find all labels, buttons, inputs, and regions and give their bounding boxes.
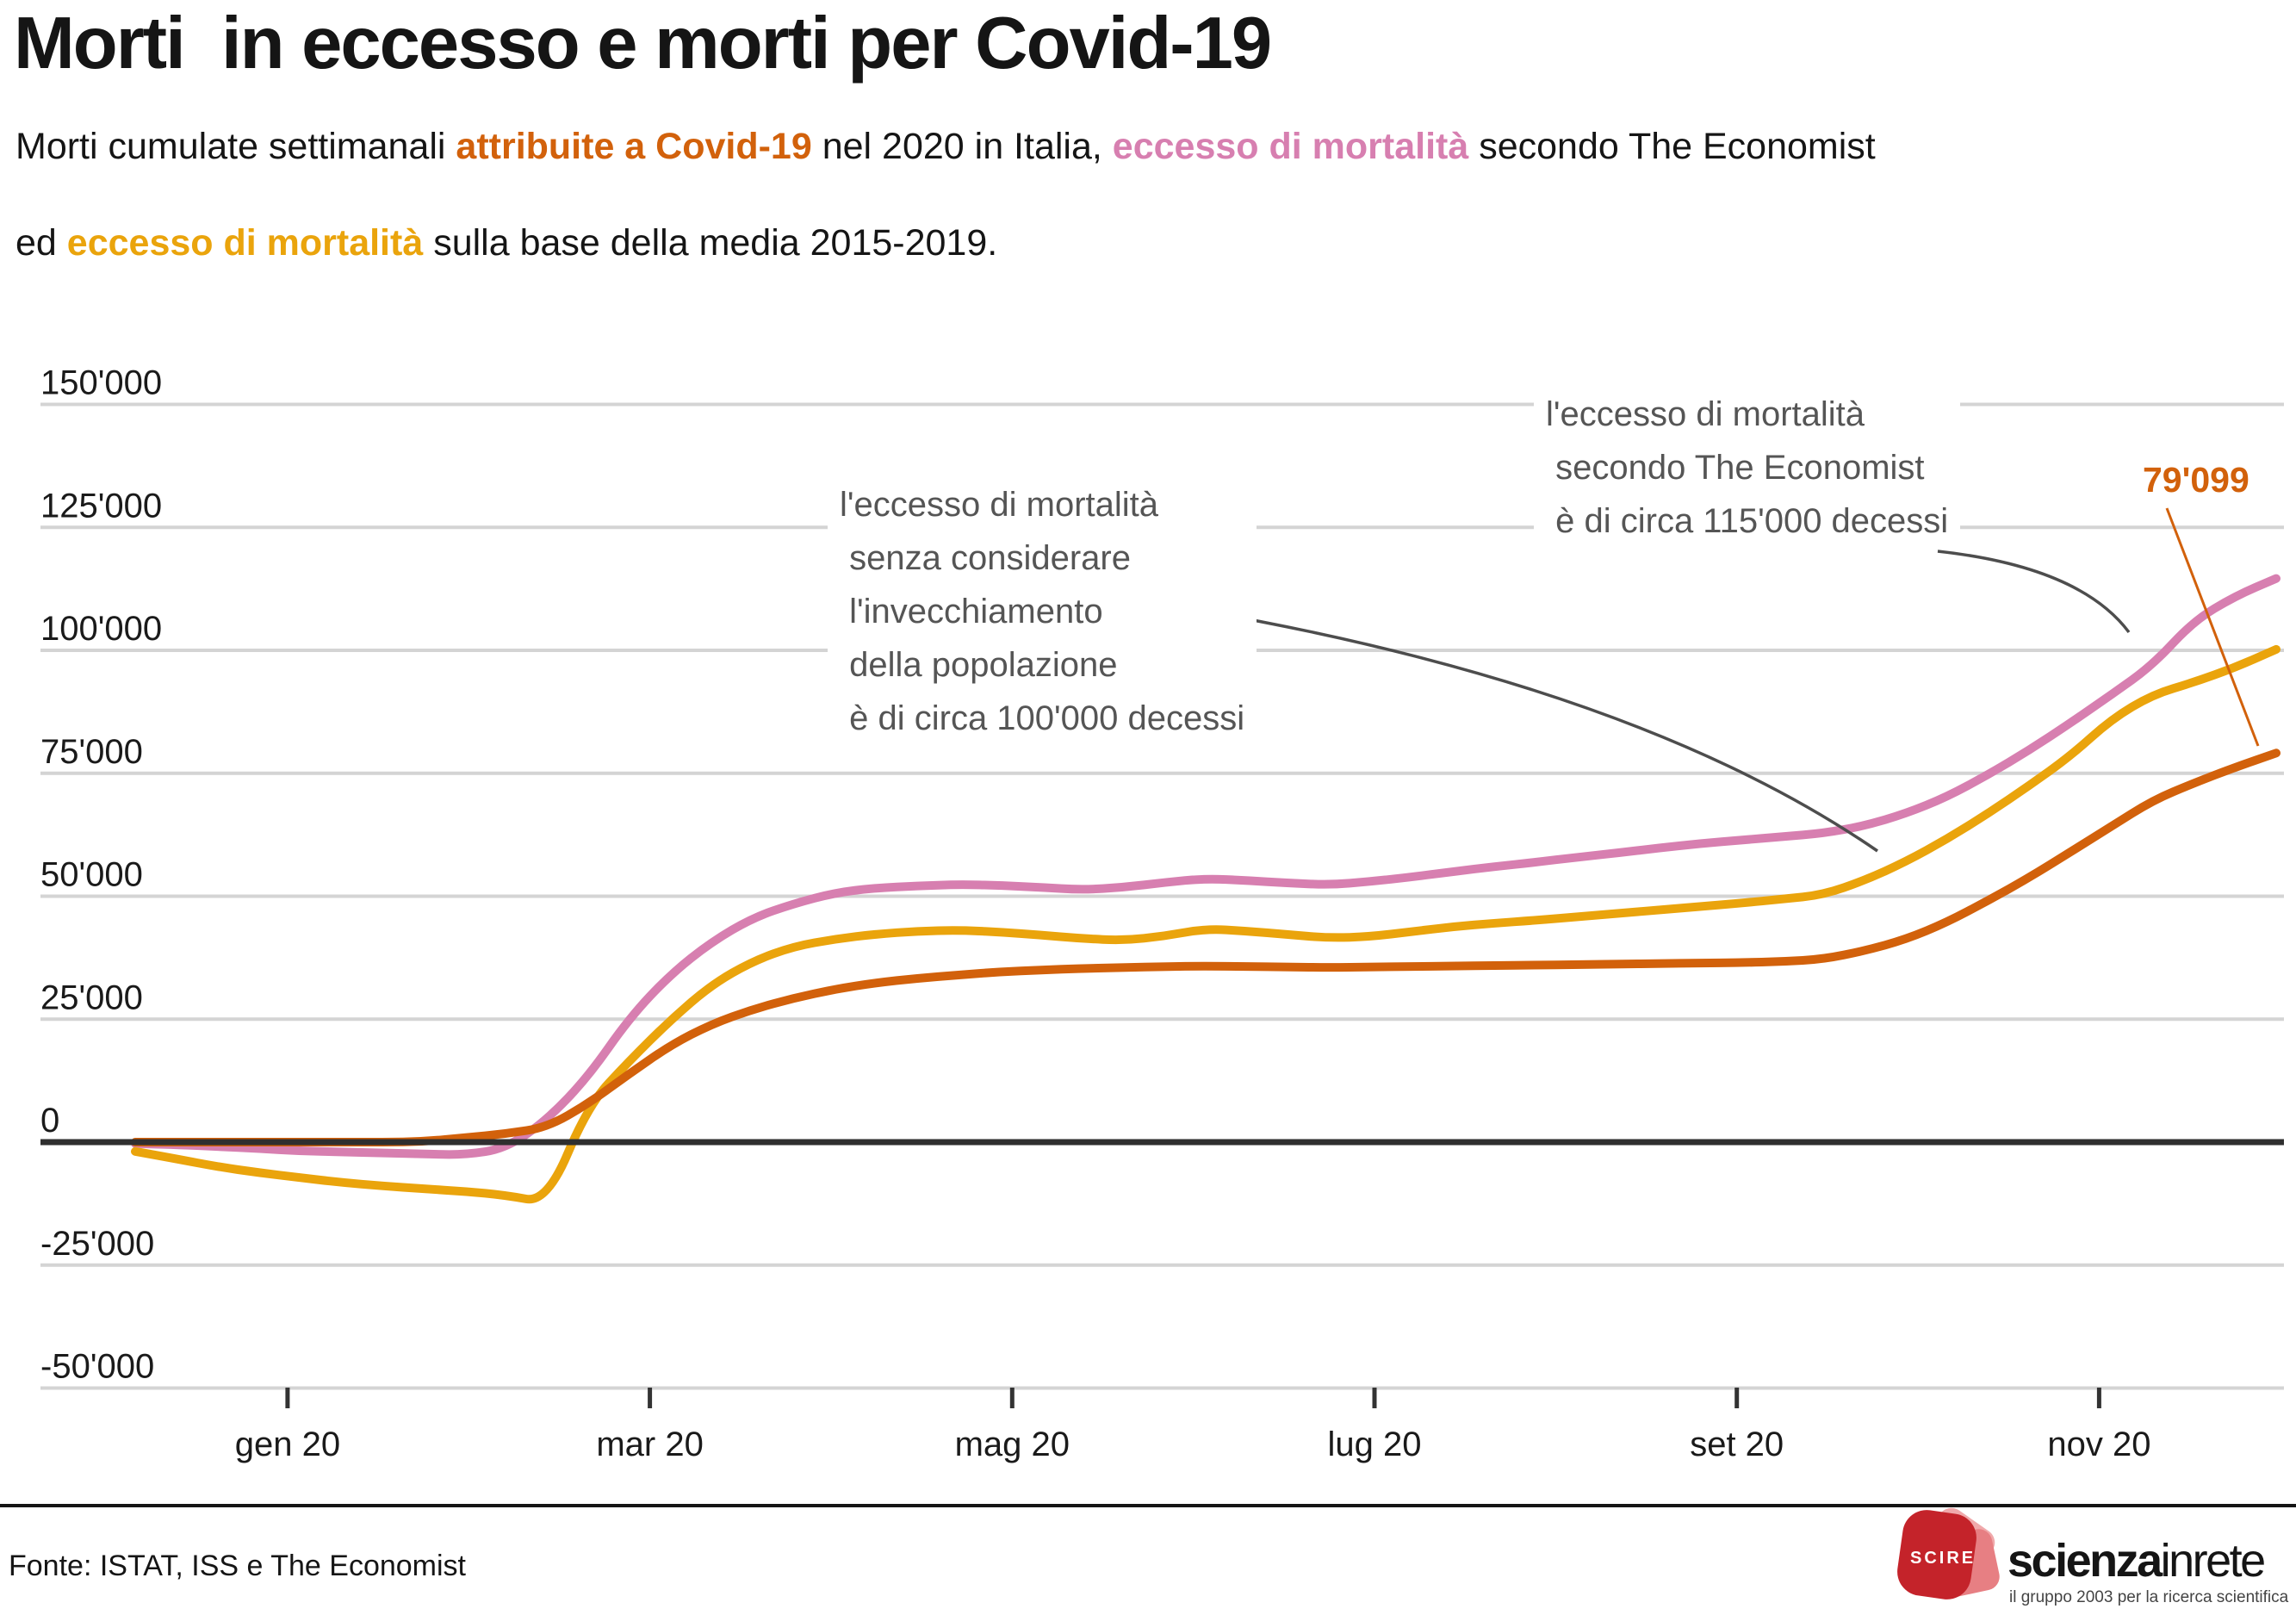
annotation-leader-end-value bbox=[2165, 507, 2260, 747]
y-tick-label: -25'000 bbox=[40, 1225, 154, 1263]
page-title: Morti in eccesso e morti per Covid-19 bbox=[14, 3, 1272, 84]
y-tick-label: 125'000 bbox=[40, 487, 162, 525]
covid-end-value-label: 79'099 bbox=[2143, 460, 2249, 500]
subtitle-covid-highlight: attribuite a Covid-19 bbox=[456, 126, 812, 167]
subtitle-text: ed bbox=[16, 222, 67, 264]
chart-subtitle: Morti cumulate settimanali attribuite a … bbox=[16, 122, 1876, 267]
y-tick-label: 0 bbox=[40, 1102, 59, 1140]
x-axis: gen 20 mar 20 mag 20 lug 20 set 20 nov 20 bbox=[235, 1388, 2150, 1463]
y-tick-label: -50'000 bbox=[40, 1348, 154, 1386]
x-tick-label: nov 20 bbox=[2047, 1426, 2150, 1463]
subtitle-text: sulla base della media 2015-2019. bbox=[423, 222, 998, 264]
scienzainrete-logo: SCIRE scienzainrete il gruppo 2003 per l… bbox=[1897, 1507, 2289, 1606]
y-tick-label: 75'000 bbox=[40, 733, 143, 771]
annotation-leader-no-aging bbox=[1186, 606, 1878, 853]
logo-wordmark: scienzainrete bbox=[2007, 1535, 2264, 1587]
x-tick-label: lug 20 bbox=[1328, 1426, 1422, 1463]
footer-divider bbox=[0, 1504, 2296, 1507]
series-path-media bbox=[131, 644, 2280, 1204]
annotation-excess-economist: l'eccesso di mortalità secondo The Econo… bbox=[1534, 386, 1961, 550]
y-tick-label: 25'000 bbox=[40, 978, 143, 1016]
x-tick-label: gen 20 bbox=[235, 1426, 340, 1463]
x-tick-label: mag 20 bbox=[955, 1426, 1070, 1463]
x-tick-label: set 20 bbox=[1690, 1426, 1784, 1463]
y-tick-label: 50'000 bbox=[40, 856, 143, 894]
y-axis-labels: 150'000 125'000 100'000 75'000 50'000 25'000 0… bbox=[40, 364, 162, 1386]
subtitle-text: nel 2020 in Italia, bbox=[811, 126, 1113, 167]
subtitle-text: secondo The Economist bbox=[1468, 126, 1876, 167]
annotation-excess-no-aging: l'eccesso di mortalità senza considerare… bbox=[828, 476, 1257, 747]
annotation-leader-economist bbox=[1937, 550, 2131, 634]
scire-logo-icon: SCIRE bbox=[1897, 1507, 2000, 1599]
subtitle-media-highlight: eccesso di mortalità bbox=[66, 222, 424, 264]
y-tick-label: 150'000 bbox=[40, 364, 162, 402]
subtitle-economist-highlight: eccesso di mortalità bbox=[1112, 126, 1469, 167]
subtitle-text: Morti cumulate settimanali bbox=[16, 126, 456, 167]
series-path-covid bbox=[131, 748, 2280, 1147]
y-tick-label: 100'000 bbox=[40, 610, 162, 648]
source-text: Fonte: ISTAT, ISS e The Economist bbox=[9, 1550, 467, 1582]
series-path-economist bbox=[131, 574, 2280, 1159]
series-paths bbox=[131, 574, 2280, 1204]
logo-tagline: il gruppo 2003 per la ricerca scientific… bbox=[2009, 1588, 2289, 1606]
x-tick-label: mar 20 bbox=[596, 1426, 704, 1463]
scire-logo-text: SCIRE bbox=[1910, 1549, 1976, 1568]
